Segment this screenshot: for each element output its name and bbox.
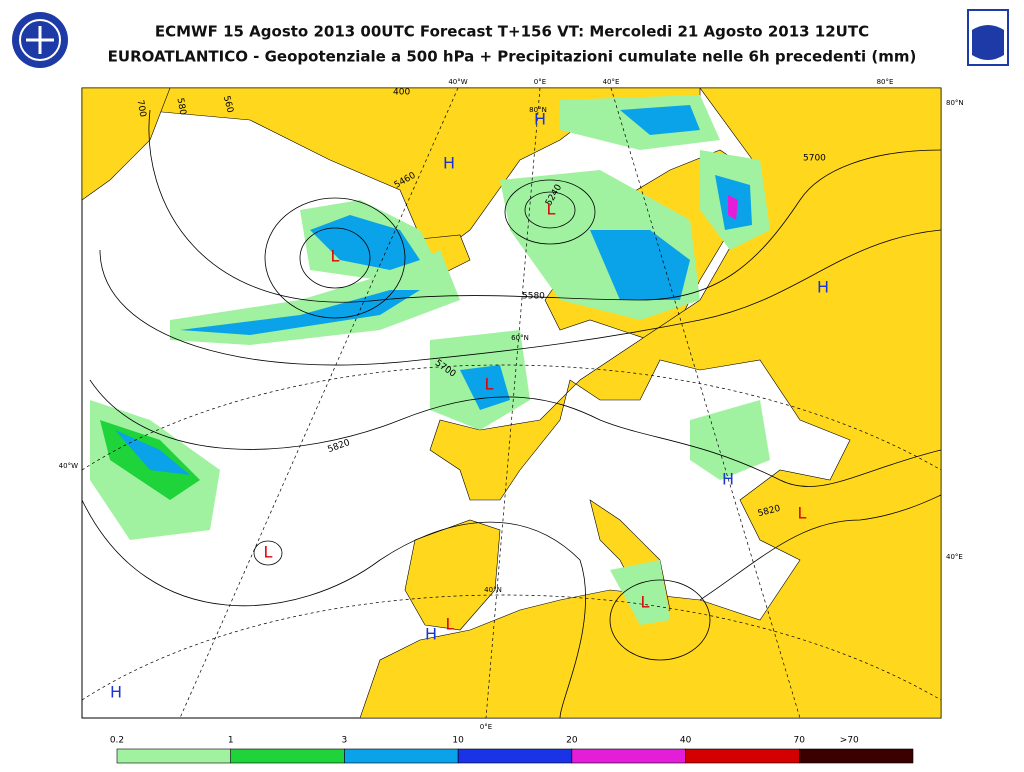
precip-area [690,400,770,480]
legend-swatch [571,748,686,764]
precip-area [180,290,420,335]
high-center: H [722,470,734,489]
graticule-label: 40°E [946,553,963,561]
precip-area [620,105,700,135]
contour [264,197,406,319]
precip-area [728,195,738,220]
legend-label: 40 [680,736,692,746]
precip-area [610,560,670,625]
contour [99,229,941,366]
logo-left [12,12,68,68]
legend-swatch [685,748,800,764]
title: ECMWF 15 Agosto 2013 00UTC Forecast T+15… [155,23,869,41]
precip-area [590,230,690,300]
contour [253,540,283,566]
graticule-label: 80°E [877,78,894,86]
contour-label: 560 [221,95,235,114]
legend-swatch [344,748,459,764]
low-center: L [264,543,273,562]
contour-label: 5700 [803,154,826,164]
legend-label: 1 [228,736,234,746]
legend-swatch [457,748,573,764]
contour-label: 5580 [522,292,545,302]
low-center: L [641,593,650,612]
low-center: L [485,375,494,394]
legend-swatch [798,748,914,764]
low-center: L [331,247,340,266]
precip-area [115,430,190,475]
contour [504,179,596,245]
meridian [179,88,459,718]
high-center: H [443,154,455,173]
contour [609,579,711,661]
contour-label: 700 [135,99,148,118]
contour-label: 580 [175,97,188,116]
legend-label: 10 [452,736,464,746]
parallel [82,364,941,471]
logo-right [967,9,1009,66]
contour [699,494,941,601]
precip-area [460,365,510,410]
contour [148,109,941,303]
high-center: H [110,683,122,702]
high-center: H [425,625,437,644]
legend-label: 20 [566,736,578,746]
graticule-label: 80°N [529,106,547,114]
high-center: H [534,110,546,129]
contour [82,499,586,718]
legend-label: >70 [840,736,859,746]
graticule-label: 0°E [534,78,546,86]
graticule-label: 40°W [59,462,78,470]
contour [89,379,941,487]
contour [299,227,371,289]
iberia [404,519,501,631]
legend-swatch [116,748,232,764]
legend-label: 70 [794,736,806,746]
graticule-label: 60°N [511,334,529,342]
legend-swatch [230,748,345,764]
graticule-label: 40°N [484,586,502,594]
graticule-label: 40°W [448,78,467,86]
canada [82,88,171,201]
high-center: H [817,278,829,297]
subtitle: EUROATLANTICO - Geopotenziale a 500 hPa … [108,48,917,66]
low-center: L [798,504,807,523]
graticule-label: 0°E [480,723,492,731]
meridian [610,88,801,718]
low-center: L [446,615,455,634]
map [81,87,942,719]
graticule-label: 40°E [603,78,620,86]
contour [524,191,576,229]
legend: 0.2 1 3 10 20 40 70 >70 [110,736,914,764]
legend-label: 3 [342,736,348,746]
eurasia-africa [359,88,941,718]
graticule-label: 80°N [946,99,964,107]
low-center: L [547,200,556,219]
contour-label: 400 [393,88,410,98]
parallel [82,594,941,701]
legend-label: 0.2 [110,736,124,746]
